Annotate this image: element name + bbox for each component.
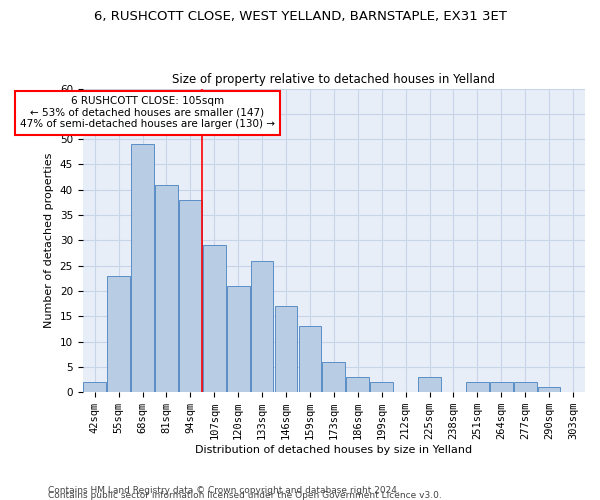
Bar xyxy=(418,377,441,392)
Bar xyxy=(346,377,369,392)
Bar xyxy=(179,200,202,392)
Bar xyxy=(322,362,345,392)
Text: 6 RUSHCOTT CLOSE: 105sqm
← 53% of detached houses are smaller (147)
47% of semi-: 6 RUSHCOTT CLOSE: 105sqm ← 53% of detach… xyxy=(20,96,275,130)
Bar xyxy=(131,144,154,392)
Text: 6, RUSHCOTT CLOSE, WEST YELLAND, BARNSTAPLE, EX31 3ET: 6, RUSHCOTT CLOSE, WEST YELLAND, BARNSTA… xyxy=(94,10,506,23)
Bar xyxy=(514,382,536,392)
Y-axis label: Number of detached properties: Number of detached properties xyxy=(44,152,54,328)
Title: Size of property relative to detached houses in Yelland: Size of property relative to detached ho… xyxy=(172,73,496,86)
Bar xyxy=(227,286,250,392)
Text: Contains HM Land Registry data © Crown copyright and database right 2024.: Contains HM Land Registry data © Crown c… xyxy=(48,486,400,495)
Bar xyxy=(203,246,226,392)
Bar xyxy=(370,382,393,392)
Bar xyxy=(299,326,322,392)
Bar xyxy=(107,276,130,392)
X-axis label: Distribution of detached houses by size in Yelland: Distribution of detached houses by size … xyxy=(195,445,472,455)
Bar xyxy=(490,382,512,392)
Bar xyxy=(155,184,178,392)
Text: Contains public sector information licensed under the Open Government Licence v3: Contains public sector information licen… xyxy=(48,491,442,500)
Bar xyxy=(538,387,560,392)
Bar xyxy=(251,260,274,392)
Bar xyxy=(466,382,489,392)
Bar xyxy=(83,382,106,392)
Bar xyxy=(275,306,298,392)
